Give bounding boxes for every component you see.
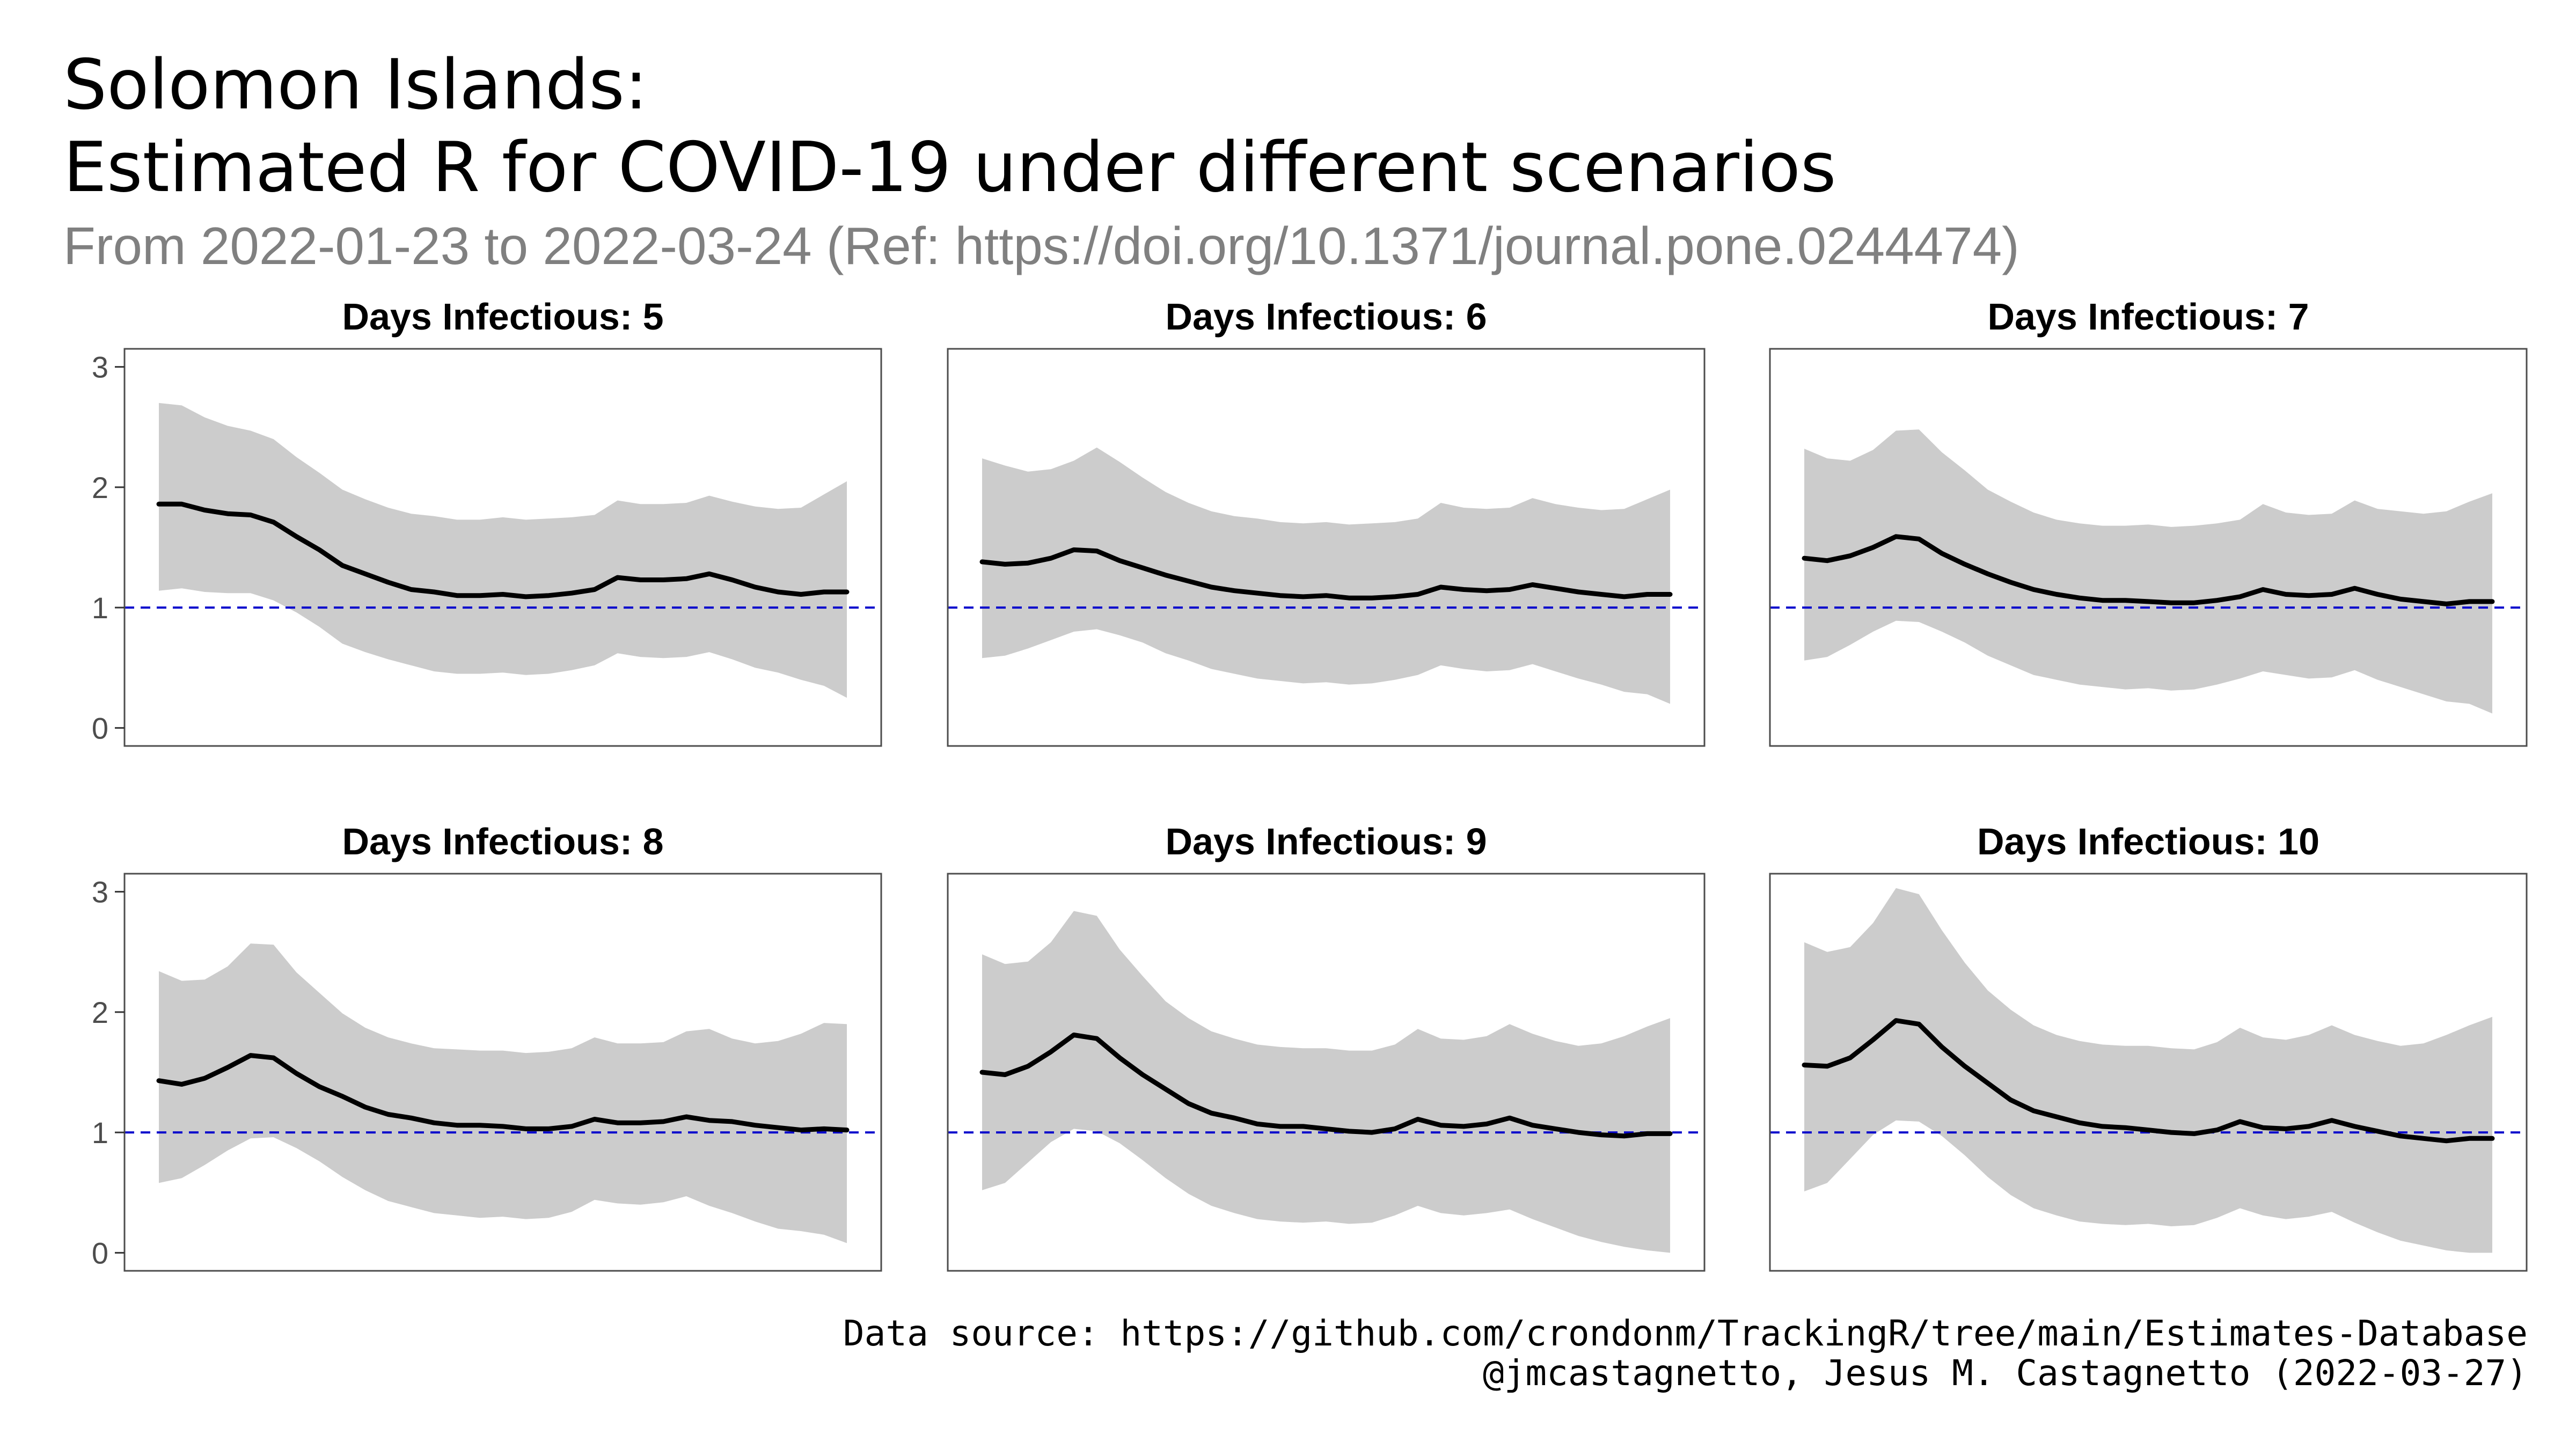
y-tick-label: 0 bbox=[92, 1236, 108, 1270]
y-tick-label: 1 bbox=[92, 591, 108, 625]
chart-caption: Data source: https://github.com/crondonm… bbox=[843, 1314, 2528, 1393]
panel-title: Days Infectious: 10 bbox=[1977, 821, 2319, 862]
estimate-line bbox=[979, 1033, 1673, 1139]
y-tick-label: 0 bbox=[92, 711, 108, 745]
panel-title: Days Infectious: 6 bbox=[1165, 296, 1487, 338]
facet-panel-1: Days Infectious: 5 0 1 2 3 bbox=[92, 296, 882, 747]
facet-panel-4: Days Infectious: 8 0 1 2 3 bbox=[92, 821, 882, 1272]
caption-author: @jmcastagnetto, Jesus M. Castagnetto (20… bbox=[1482, 1352, 2528, 1394]
y-tick-label: 3 bbox=[92, 350, 108, 384]
panel-border bbox=[947, 348, 1706, 747]
panel-title: Days Infectious: 7 bbox=[1987, 296, 2309, 338]
confidence-band bbox=[1804, 888, 2492, 1253]
panel-title: Days Infectious: 5 bbox=[342, 296, 663, 338]
panel-title: Days Infectious: 9 bbox=[1165, 821, 1487, 862]
facet-panel-6: Days Infectious: 10 bbox=[1769, 821, 2528, 1272]
estimate-line bbox=[979, 547, 1673, 601]
y-tick-label: 2 bbox=[92, 996, 108, 1029]
confidence-band bbox=[1804, 429, 2492, 714]
chart-subtitle: From 2022-01-23 to 2022-03-24 (Ref: http… bbox=[63, 216, 2019, 275]
panel-border bbox=[1769, 873, 2528, 1272]
panel-title: Days Infectious: 8 bbox=[342, 821, 663, 862]
facet-panel-3: Days Infectious: 7 bbox=[1769, 296, 2528, 747]
confidence-band bbox=[982, 911, 1670, 1253]
panel-border bbox=[123, 873, 882, 1272]
confidence-band bbox=[159, 402, 847, 698]
confidence-band bbox=[982, 447, 1670, 704]
y-tick-label: 3 bbox=[92, 875, 108, 909]
estimate-line bbox=[156, 501, 850, 599]
facet-panel-5: Days Infectious: 9 bbox=[947, 821, 1706, 1272]
chart-header: Solomon Islands: Estimated R for COVID-1… bbox=[63, 44, 2532, 279]
y-tick-label: 1 bbox=[92, 1116, 108, 1150]
y-tick-label: 2 bbox=[92, 471, 108, 504]
chart-title-line2: Estimated R for COVID-19 under different… bbox=[63, 128, 1836, 208]
caption-data-source: Data source: https://github.com/crondonm… bbox=[843, 1313, 2528, 1354]
panel-border bbox=[1769, 348, 2528, 747]
panel-border bbox=[947, 873, 1706, 1272]
chart-title-line1: Solomon Islands: bbox=[63, 45, 648, 125]
facet-panel-2: Days Infectious: 6 bbox=[947, 296, 1706, 747]
panel-border bbox=[123, 348, 882, 747]
estimate-line bbox=[1802, 534, 2495, 606]
estimate-line bbox=[1802, 1018, 2495, 1144]
confidence-band bbox=[159, 943, 847, 1243]
estimate-line bbox=[156, 1053, 850, 1133]
